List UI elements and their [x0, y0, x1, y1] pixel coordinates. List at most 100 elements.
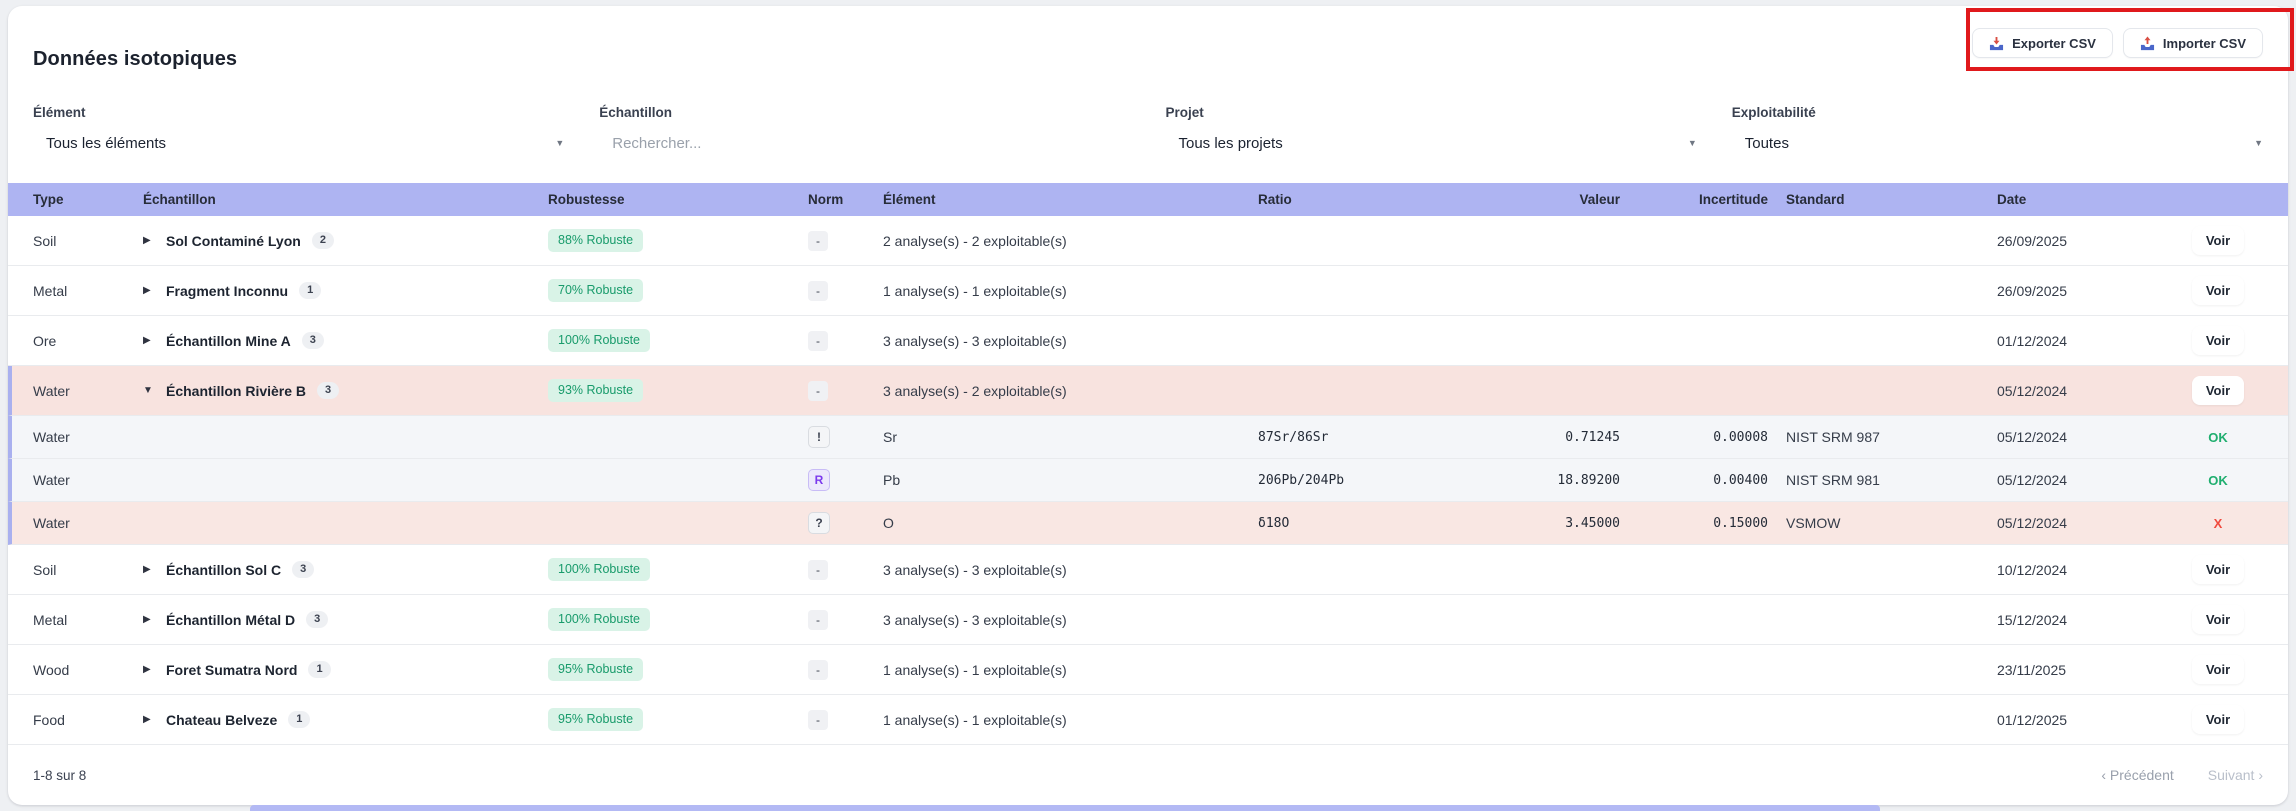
- project-select[interactable]: Tous les projets ▼: [1166, 133, 1697, 153]
- view-button[interactable]: Voir: [2191, 276, 2245, 305]
- filter-exploitability: Exploitabilité Toutes ▼: [1732, 105, 2263, 153]
- exploitability-status: OK: [2208, 430, 2228, 445]
- exploitability-select[interactable]: Toutes ▼: [1732, 133, 2263, 153]
- sample-name: Sol Contaminé Lyon: [166, 232, 301, 249]
- filter-sample: Échantillon: [599, 105, 1131, 153]
- status-cell: OK: [2148, 472, 2288, 488]
- sample-row[interactable]: Metal ▶ Fragment Inconnu 1 70% Robuste - 1 ana…: [8, 266, 2288, 316]
- view-button[interactable]: Voir: [2191, 226, 2245, 255]
- sample-row[interactable]: Ore ▶ Échantillon Mine A 3 100% Robuste - 3 an…: [8, 316, 2288, 366]
- element-symbol-cell: Pb: [883, 472, 901, 488]
- type-cell: Food: [33, 711, 65, 728]
- sample-search: [599, 133, 1131, 153]
- type-cell: Water: [33, 382, 70, 399]
- norm-cell: -: [808, 230, 883, 251]
- date-cell: 23/11/2025: [1997, 661, 2067, 678]
- sample-row[interactable]: Wood ▶ Foret Sumatra Nord 1 95% Robuste - 1 an…: [8, 645, 2288, 695]
- chevron-down-icon: ▼: [555, 138, 565, 148]
- column-header-incertitude: Incertitude: [1698, 192, 1768, 207]
- analysis-row: Water! Sr 87Sr/86Sr 0.71245 0.00008 NIST SRM …: [8, 416, 2288, 459]
- filter-element-label: Élément: [33, 105, 86, 120]
- sample-cell: ▶ Foret Sumatra Nord 1: [143, 661, 548, 678]
- robustness-cell: 95% Robuste: [548, 658, 808, 681]
- sample-row[interactable]: Food ▶ Chateau Belveze 1 95% Robuste - 1 analy…: [8, 695, 2288, 745]
- view-button[interactable]: Voir: [2191, 555, 2245, 584]
- panel-header: Données isotopiques Exporter CSV: [8, 6, 2288, 70]
- chevron-right-icon[interactable]: ▶: [143, 564, 151, 575]
- download-tray-icon: [1989, 36, 2004, 51]
- standard-cell: NIST SRM 987: [1786, 429, 1880, 445]
- norm-empty-badge: -: [808, 380, 828, 401]
- sample-name: Échantillon Mine A: [166, 332, 291, 349]
- norm-cell: -: [808, 280, 883, 301]
- norm-cell: -: [808, 559, 883, 580]
- robustness-cell: 100% Robuste: [548, 329, 808, 352]
- type-cell: Metal: [33, 611, 68, 628]
- norm-badge: ?: [808, 512, 830, 534]
- chevron-right-icon[interactable]: ▶: [143, 335, 151, 346]
- filter-project: Projet Tous les projets ▼: [1166, 105, 1697, 153]
- norm-empty-badge: -: [808, 659, 828, 680]
- analysis-count-badge: 1: [288, 711, 311, 728]
- chevron-right-icon[interactable]: ▶: [143, 235, 151, 246]
- robustness-badge: 93% Robuste: [548, 379, 644, 402]
- element-summary-cell: 1 analyse(s) - 1 exploitable(s): [883, 661, 1067, 678]
- export-csv-button[interactable]: Exporter CSV: [1972, 28, 2113, 58]
- view-button[interactable]: Voir: [2191, 655, 2245, 684]
- element-select[interactable]: Tous les éléments ▼: [33, 133, 564, 153]
- chevron-right-icon[interactable]: ▶: [143, 714, 151, 725]
- column-header-échantillon: Échantillon: [143, 192, 216, 207]
- import-csv-button[interactable]: Importer CSV: [2122, 28, 2263, 58]
- action-cell: Voir: [2148, 655, 2288, 684]
- chevron-down-icon: ▼: [2254, 138, 2263, 148]
- export-csv-label: Exporter CSV: [2012, 35, 2096, 51]
- norm-empty-badge: -: [808, 330, 828, 351]
- ratio-cell: 206Pb/204Pb: [1258, 472, 1345, 488]
- sample-row[interactable]: Water ▼ Échantillon Rivière B 3 93% Robuste -…: [8, 366, 2288, 416]
- robustness-badge: 88% Robuste: [548, 229, 644, 252]
- action-cell: Voir: [2148, 276, 2288, 305]
- view-button[interactable]: Voir: [2191, 605, 2245, 634]
- sample-row[interactable]: Soil ▶ Échantillon Sol C 3 100% Robuste - 3 an…: [8, 545, 2288, 595]
- sample-row[interactable]: Metal ▶ Échantillon Métal D 3 100% Robuste - 3…: [8, 595, 2288, 645]
- robustness-cell: 70% Robuste: [548, 279, 808, 302]
- action-cell: Voir: [2148, 605, 2288, 634]
- column-header-ratio: Ratio: [1258, 192, 1292, 207]
- chevron-right-icon[interactable]: ▶: [143, 664, 151, 675]
- analysis-count-badge: 3: [306, 611, 329, 628]
- sample-row[interactable]: Soil ▶ Sol Contaminé Lyon 2 88% Robuste - 2 an…: [8, 216, 2288, 266]
- filter-sample-label: Échantillon: [599, 105, 673, 120]
- norm-badge: !: [808, 426, 830, 448]
- action-cell: Voir: [2148, 555, 2288, 584]
- chevron-right-icon[interactable]: ▶: [143, 285, 151, 296]
- view-button[interactable]: Voir: [2191, 705, 2245, 734]
- sample-name: Échantillon Métal D: [166, 611, 296, 628]
- next-page-button[interactable]: Suivant ›: [2207, 767, 2263, 783]
- chevron-down-icon[interactable]: ▼: [143, 385, 153, 396]
- isotopic-data-panel: Données isotopiques Exporter CSV: [8, 6, 2288, 805]
- upload-tray-icon: [2140, 35, 2155, 51]
- ratio-cell: 87Sr/86Sr: [1258, 429, 1329, 445]
- standard-cell: NIST SRM 981: [1786, 472, 1880, 488]
- table-header-row: Type Échantillon Robustesse Norm Élément Rati…: [8, 183, 2288, 216]
- view-button[interactable]: Voir: [2191, 326, 2245, 355]
- robustness-badge: 95% Robuste: [548, 708, 644, 731]
- view-button[interactable]: Voir: [2191, 376, 2245, 405]
- norm-cell: -: [808, 709, 883, 730]
- element-summary-cell: 3 analyse(s) - 3 exploitable(s): [883, 332, 1067, 349]
- date-cell: 01/12/2024: [1997, 332, 2068, 349]
- import-csv-label: Importer CSV: [2162, 35, 2246, 51]
- chevron-right-icon[interactable]: ▶: [143, 614, 151, 625]
- sample-search-input[interactable]: [612, 134, 1131, 152]
- sample-name: Échantillon Sol C: [166, 561, 282, 578]
- previous-page-button[interactable]: ‹ Précédent: [2101, 767, 2174, 783]
- norm-cell: -: [808, 380, 883, 401]
- chevron-down-icon: ▼: [1687, 138, 1697, 148]
- norm-cell: !: [808, 426, 883, 448]
- value-cell: 0.71245: [1565, 429, 1620, 445]
- element-summary-cell: 2 analyse(s) - 2 exploitable(s): [883, 232, 1067, 249]
- type-cell: Water: [33, 472, 70, 488]
- sample-name: Échantillon Rivière B: [166, 382, 307, 399]
- element-symbol-cell: O: [883, 515, 894, 531]
